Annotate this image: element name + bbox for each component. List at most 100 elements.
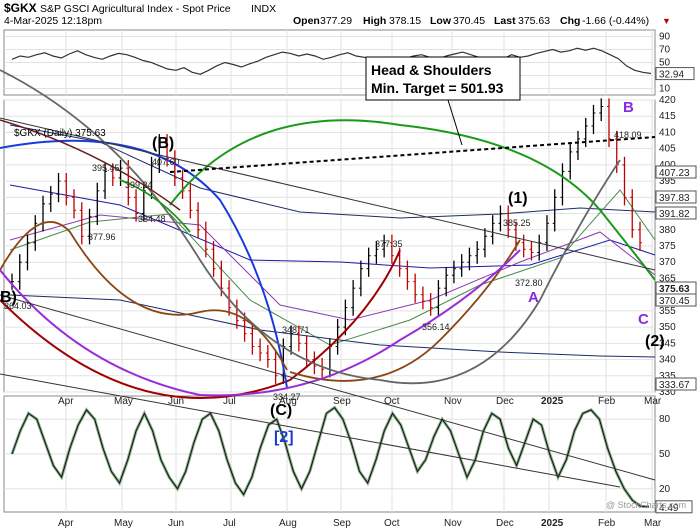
price-tick-label: 335 <box>659 371 676 382</box>
x-tick-label: Jun <box>168 396 184 407</box>
price-annotation-label: 377.96 <box>88 232 116 242</box>
x-tick-label: Feb <box>598 518 616 529</box>
price-tick-label: 370 <box>659 257 676 268</box>
wave-label-A: A <box>528 289 539 306</box>
series-legend: $GKX (Daily) 375.63 <box>14 128 106 139</box>
price-tick-label: 355 <box>659 306 676 317</box>
x-tick-label: Sep <box>333 396 351 407</box>
price-last-value: 333.67 <box>659 380 690 391</box>
x-tick-label: Mar <box>644 396 662 407</box>
price-annotation-label: 348.71 <box>282 325 310 335</box>
x-tick-label: Apr <box>58 396 74 407</box>
purple-arc <box>0 249 521 397</box>
high-label: High <box>363 15 386 27</box>
x-tick-label: Oct <box>384 396 400 407</box>
price-last-value: 407.23 <box>659 168 690 179</box>
x-tick-label: May <box>114 396 133 407</box>
wave-label-2-bracket: [2] <box>274 429 294 446</box>
blue-arc <box>0 139 288 389</box>
watermark: @ StockCharts.com <box>606 500 686 510</box>
x-tick-label: Jun <box>168 518 184 529</box>
green-small-arc <box>119 179 191 233</box>
price-last-value: 391.82 <box>659 209 690 220</box>
price-last-value: 370.45 <box>659 296 690 307</box>
price-tick-label: 375 <box>659 241 676 252</box>
stochastic-last-badge <box>655 500 693 514</box>
stochastic-tick-label: 20 <box>659 484 671 495</box>
wave-label-B-left: B) <box>0 289 17 306</box>
price-tick-label: 410 <box>659 127 676 138</box>
x-tick-label: Sep <box>333 518 351 529</box>
stochastic-tick-label: 80 <box>659 414 671 425</box>
price-tick-label: 405 <box>659 144 676 155</box>
price-tick-label: 365 <box>659 273 676 284</box>
price-annotation-label: 377.35 <box>375 239 403 249</box>
price-tick-label: 350 <box>659 322 676 333</box>
price-tick-label: 415 <box>659 111 676 122</box>
wave-label-B: B <box>623 99 634 116</box>
green-arc <box>169 119 656 281</box>
rsi-tick-label: 10 <box>659 84 671 95</box>
price-annotation-label: 418.09 <box>614 130 642 140</box>
price-tick-label: 420 <box>659 95 676 106</box>
price-last-badge <box>655 377 697 391</box>
hs-title: Head & Shoulders <box>371 62 492 78</box>
ma-50-line <box>9 214 656 321</box>
price-annotation-label: 356.14 <box>422 322 450 332</box>
wave-label-C-paren: (C) <box>270 402 292 419</box>
price-annotation-label: 395.45 <box>92 163 120 173</box>
price-last-value: 375.63 <box>659 284 690 295</box>
price-annotation-label: 384.48 <box>138 214 166 224</box>
price-last-badge <box>655 293 697 307</box>
x-tick-label: Apr <box>58 518 74 529</box>
datetime: 4-Mar-2025 12:18pm <box>4 15 102 27</box>
stochastic-tick-label: 50 <box>659 449 671 460</box>
long-ma-line <box>9 294 656 358</box>
downtrend-line-lower <box>0 294 656 481</box>
ma-200-line <box>9 124 656 219</box>
gray-arc-left <box>0 69 381 381</box>
wave-label-1-paren: (1) <box>508 190 528 207</box>
price-annotation-label: 407.60 <box>152 157 180 167</box>
symbol: $GKX <box>4 1 37 15</box>
high-value: 378.15 <box>389 15 421 27</box>
wave-label-C: C <box>638 311 649 328</box>
rsi-tick-label: 70 <box>659 45 671 56</box>
x-tick-label: Nov <box>444 518 462 529</box>
dark-red-line <box>0 119 181 211</box>
price-last-badge <box>655 206 697 220</box>
hs-box <box>365 56 521 101</box>
wave-label-2-paren: (2) <box>645 333 665 350</box>
x-tick-label: Oct <box>384 518 400 529</box>
x-tick-label: 2025 <box>541 396 564 407</box>
index-name: S&P GSCI Agricultural Index - Spot Price <box>40 3 231 15</box>
red-arc <box>0 249 401 399</box>
stochastic-trendline <box>0 373 621 488</box>
x-tick-label: Aug <box>279 396 297 407</box>
rsi-last-badge <box>655 67 695 81</box>
rsi-tick-label: 50 <box>659 58 671 69</box>
price-tick-label: 395 <box>659 176 676 187</box>
x-tick-label: Aug <box>279 518 297 529</box>
stochastic-line <box>11 406 650 508</box>
open-label: Open <box>293 15 320 27</box>
x-tick-label: Jul <box>223 396 236 407</box>
chg-label: Chg <box>560 15 580 27</box>
stochastic-last-value: 4.49 <box>659 503 679 514</box>
price-last-badge <box>655 165 697 179</box>
exchange: INDX <box>251 3 276 15</box>
price-tick-label: 340 <box>659 355 676 366</box>
rsi-last-value: 32.94 <box>659 70 684 81</box>
price-tick-label: 400 <box>659 160 676 171</box>
x-tick-label: Dec <box>496 518 514 529</box>
rsi-tick-label: 90 <box>659 32 671 43</box>
price-annotation-label: 364.03 <box>4 301 32 311</box>
hs-pointer <box>447 99 463 146</box>
price-annotation-label: 372.80 <box>515 278 543 288</box>
x-tick-label: Dec <box>496 396 514 407</box>
last-label: Last <box>494 15 516 27</box>
x-tick-label: Feb <box>598 396 616 407</box>
price-last-value: 397.83 <box>659 193 690 204</box>
wave-label-B-paren: (B) <box>152 135 174 152</box>
price-annotation-label: 385.25 <box>503 218 531 228</box>
